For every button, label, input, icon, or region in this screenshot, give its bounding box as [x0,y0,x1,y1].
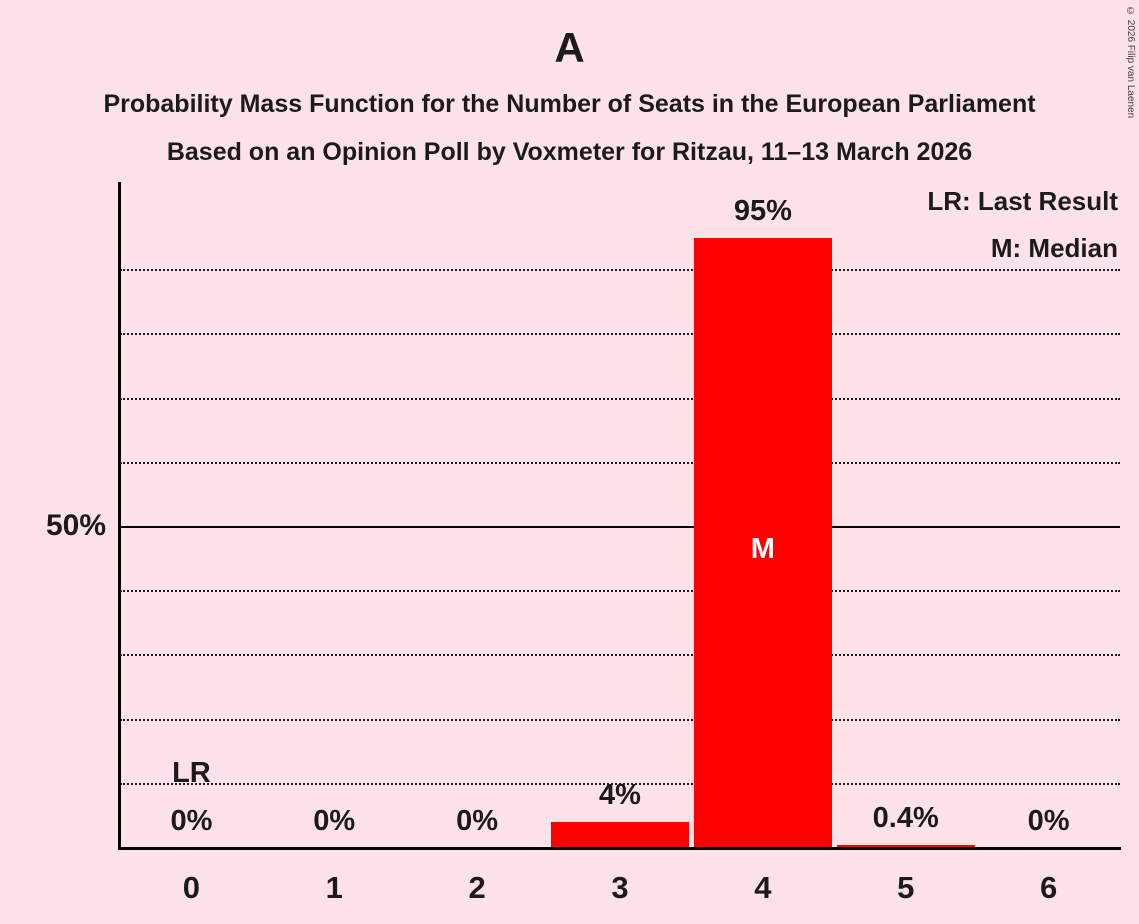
chart-title: A [554,24,585,71]
last-result-marker-label: LR [172,757,211,789]
bar-value-label: 0% [313,805,356,837]
y-axis-line [118,182,121,850]
bar [551,822,689,848]
legend-last-result: LR: Last Result [927,186,1118,216]
bar [836,845,975,848]
chart-subtitle-line1: Probability Mass Function for the Number… [103,90,1036,118]
x-tick-label: 6 [1039,870,1058,905]
x-tick-label: 1 [325,870,343,905]
bar [693,238,832,848]
x-tick-label: 2 [468,870,486,905]
gridline [120,269,1120,272]
gridline [120,461,1120,464]
bar-value-label: 0% [456,805,499,837]
legend-median: M: Median [990,233,1118,263]
gridline [120,397,1120,400]
bar-value-label: 0.4% [872,802,939,835]
gridline [120,590,1120,593]
gridline [120,654,1120,657]
x-tick-label: 4 [754,870,772,905]
reference-line-50-percent [120,526,1120,528]
median-marker-label: M [750,533,775,565]
x-tick-label: 5 [897,870,915,905]
bar-value-label: 0% [170,805,213,837]
bar-value-label: 0% [1027,805,1070,837]
x-axis-line [118,847,1121,850]
y-axis-label-50-percent: 50% [45,509,106,542]
gridline [120,333,1120,336]
x-tick-label: 0 [182,870,201,905]
gridline [120,718,1120,721]
bar-value-label: 95% [733,195,792,228]
gridline [120,782,1120,785]
x-tick-label: 3 [611,870,629,905]
copyright-notice: © 2026 Filip van Laenen [1125,6,1136,119]
bar-value-label: 4% [599,779,641,812]
chart-subtitle-line2: Based on an Opinion Poll by Voxmeter for… [166,138,973,166]
